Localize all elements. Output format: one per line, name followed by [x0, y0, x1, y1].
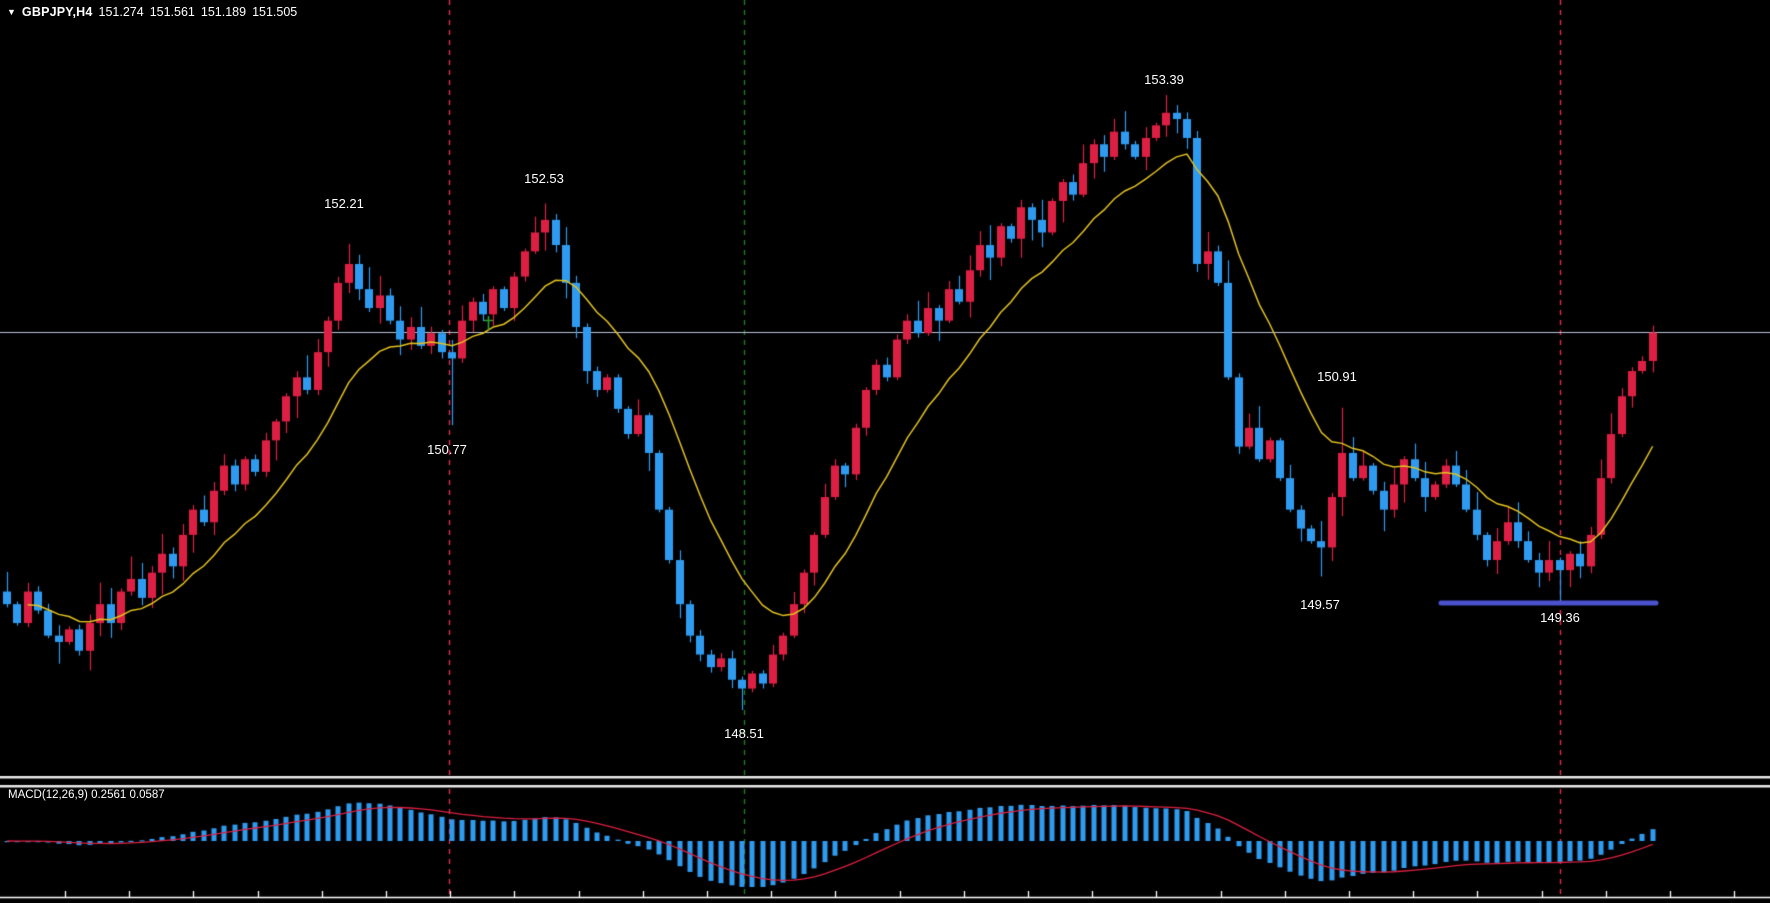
quote-close: 151.505 — [252, 5, 298, 19]
macd-signal-value: 0.0587 — [129, 789, 165, 801]
quote-high: 151.561 — [149, 5, 195, 19]
price-label: 150.77 — [427, 442, 467, 457]
symbol-collapse-icon[interactable]: ▼ — [7, 7, 16, 17]
price-label: 153.39 — [1144, 72, 1184, 87]
macd-name: MACD(12,26,9) — [8, 789, 88, 801]
chart-header: ▼ GBPJPY,H4 151.274 151.561 151.189 151.… — [7, 5, 297, 19]
quote-low: 151.189 — [200, 5, 247, 19]
price-label: 152.21 — [324, 196, 364, 211]
price-label: 152.53 — [524, 171, 564, 186]
price-label: 149.57 — [1300, 597, 1340, 612]
symbol-timeframe-label: GBPJPY,H4 — [21, 5, 93, 19]
macd-indicator-label: MACD(12,26,9) 0.2561 0.0587 — [8, 789, 165, 801]
price-label: 148.51 — [724, 726, 764, 741]
price-label: 149.36 — [1540, 610, 1580, 625]
quote-open: 151.274 — [98, 5, 144, 19]
price-label: 150.91 — [1317, 369, 1357, 384]
macd-main-value: 0.2561 — [91, 789, 127, 801]
